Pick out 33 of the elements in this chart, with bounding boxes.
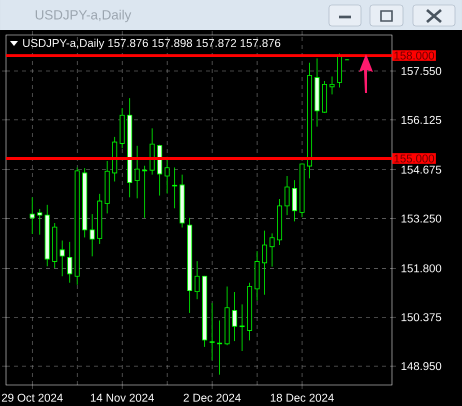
candlestick	[30, 196, 35, 234]
candlestick	[67, 242, 72, 284]
candlestick	[172, 167, 178, 209]
y-tick-label: 151.800	[402, 264, 442, 272]
y-tick-label: 156.125	[402, 116, 442, 124]
candlestick	[134, 145, 140, 199]
candlestick	[142, 165, 148, 218]
y-tick-label: 157.550	[402, 67, 442, 76]
candlestick	[232, 292, 238, 342]
candlestick	[292, 180, 298, 222]
ref-line-label: 158.000	[394, 52, 434, 60]
candlestick	[90, 214, 95, 257]
candlestick	[217, 320, 222, 376]
x-tick-label: 29 Oct 2024	[2, 394, 63, 402]
y-tick-label: 154.675	[402, 166, 442, 174]
candlestick	[60, 240, 65, 277]
chart-subtitle: USDJPY-a,Daily 157.876 157.898 157.872 157.876	[23, 38, 280, 50]
candlestick	[270, 232, 275, 268]
ref-line-label: 155.000	[394, 154, 434, 163]
x-tick-label: 18 Dec 2024	[270, 394, 334, 402]
x-tick-label: 14 Nov 2024	[90, 394, 154, 402]
y-tick-label: 153.250	[402, 214, 442, 223]
y-tick-label: 148.950	[402, 362, 442, 370]
candlestick	[240, 304, 245, 352]
x-tick-label: 2 Dec 2024	[184, 394, 241, 402]
chart-title: USDJPY-a,Daily	[36, 10, 132, 22]
candlestick	[37, 208, 42, 236]
y-tick-label: 150.375	[402, 313, 442, 322]
candlestick	[284, 176, 290, 216]
candlestick	[210, 302, 215, 361]
candlestick	[194, 260, 200, 300]
candlestick	[330, 76, 335, 95]
candlestick	[262, 230, 268, 296]
